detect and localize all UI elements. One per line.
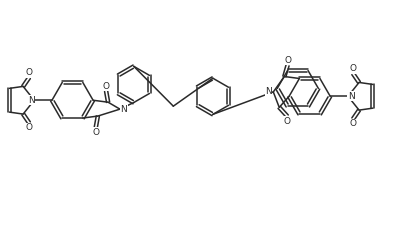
Text: N: N [265, 87, 272, 96]
Text: O: O [25, 123, 33, 132]
Text: O: O [103, 82, 109, 90]
Text: N: N [348, 92, 355, 101]
Text: O: O [284, 117, 291, 126]
Text: O: O [349, 64, 357, 73]
Text: N: N [27, 96, 34, 105]
Text: O: O [349, 120, 357, 128]
Text: N: N [121, 105, 127, 114]
Text: O: O [284, 56, 291, 65]
Text: O: O [25, 68, 33, 77]
Text: O: O [92, 128, 100, 137]
